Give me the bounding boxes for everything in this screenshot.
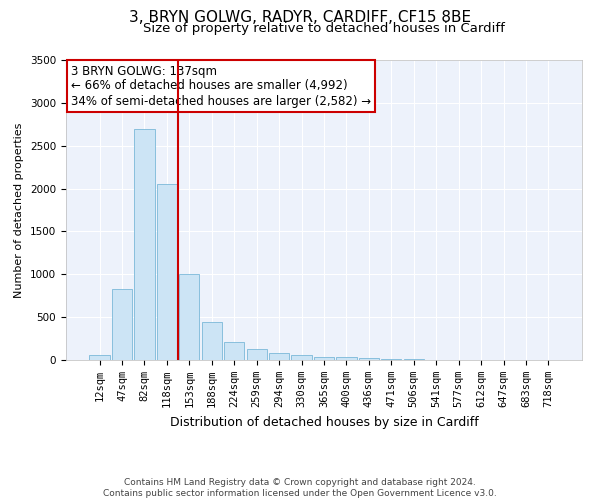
- Bar: [314, 356, 334, 360]
- Bar: [269, 353, 289, 360]
- Bar: [292, 356, 311, 360]
- Text: 3, BRYN GOLWG, RADYR, CARDIFF, CF15 8BE: 3, BRYN GOLWG, RADYR, CARDIFF, CF15 8BE: [129, 10, 471, 25]
- Bar: [224, 342, 244, 360]
- Bar: [179, 274, 199, 360]
- Bar: [247, 349, 267, 360]
- Bar: [112, 289, 132, 360]
- Bar: [157, 184, 177, 360]
- Text: Contains HM Land Registry data © Crown copyright and database right 2024.
Contai: Contains HM Land Registry data © Crown c…: [103, 478, 497, 498]
- Title: Size of property relative to detached houses in Cardiff: Size of property relative to detached ho…: [143, 22, 505, 35]
- Bar: [89, 356, 110, 360]
- Bar: [359, 358, 379, 360]
- X-axis label: Distribution of detached houses by size in Cardiff: Distribution of detached houses by size …: [170, 416, 478, 428]
- Bar: [202, 322, 222, 360]
- Bar: [134, 128, 155, 360]
- Y-axis label: Number of detached properties: Number of detached properties: [14, 122, 25, 298]
- Bar: [337, 358, 356, 360]
- Bar: [381, 359, 401, 360]
- Text: 3 BRYN GOLWG: 137sqm
← 66% of detached houses are smaller (4,992)
34% of semi-de: 3 BRYN GOLWG: 137sqm ← 66% of detached h…: [71, 64, 371, 108]
